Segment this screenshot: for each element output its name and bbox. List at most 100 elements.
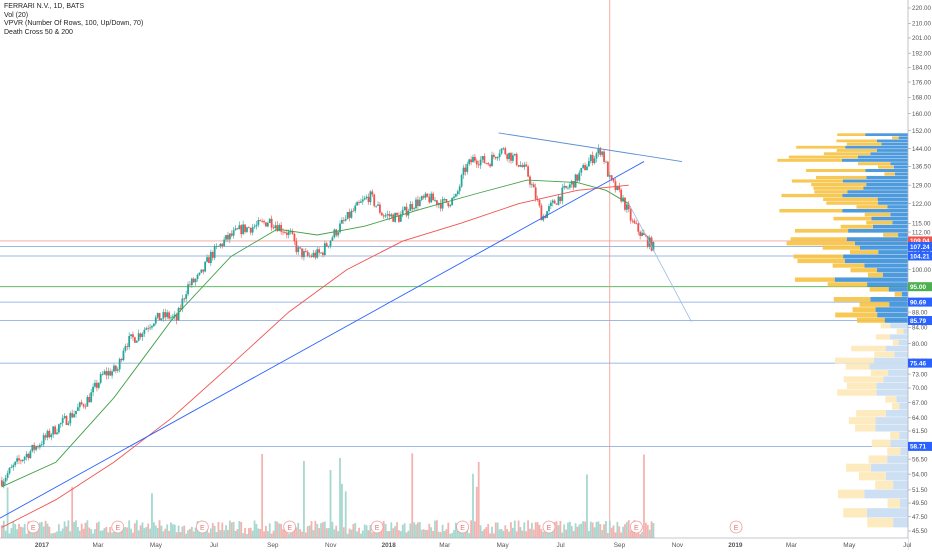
candle-body (417, 199, 419, 206)
earnings-marker[interactable] (729, 520, 743, 534)
candle-body (147, 328, 150, 330)
volume-bar (209, 528, 212, 538)
legend-death-cross[interactable]: Death Cross 50 & 200 (4, 28, 73, 36)
candle-body (166, 312, 169, 318)
legend-volume[interactable]: Vol (20) (4, 11, 29, 19)
earnings-marker[interactable] (111, 520, 125, 534)
volume-bar (265, 525, 267, 538)
volume-bar (253, 520, 256, 538)
volume-profile-down (865, 133, 908, 136)
volume-bar (477, 461, 480, 538)
volume-bar (38, 522, 41, 538)
candle-body (325, 243, 328, 247)
volume-profile-down (859, 245, 908, 250)
volume-profile-down (893, 480, 908, 490)
volume-bar (10, 528, 13, 538)
candle-body (4, 477, 7, 482)
volume-profile-up (849, 250, 879, 255)
legend-vpvr[interactable]: VPVR (Number Of Rows, 100, Up/Down, 70) (4, 20, 144, 27)
earnings-marker[interactable] (456, 520, 469, 534)
volume-profile-down (841, 158, 908, 162)
volume-bar (595, 521, 598, 538)
candle-body (177, 307, 180, 321)
candle-body (542, 216, 545, 221)
volume-profile-up (892, 136, 899, 140)
volume-profile-down (890, 323, 908, 329)
volume-bar (371, 532, 374, 538)
volume-profile-down (842, 193, 908, 198)
candle-body (135, 340, 138, 343)
candle-body (202, 269, 205, 272)
price-axis[interactable] (908, 0, 932, 550)
candle-body (206, 257, 208, 262)
candle-body (540, 205, 543, 221)
volume-bar (308, 525, 311, 538)
candle-body (629, 209, 632, 221)
volume-profile-up (794, 228, 849, 233)
volume-bar (187, 530, 189, 538)
volume-profile-up (868, 455, 888, 464)
volume-profile-down (876, 149, 908, 152)
time-tick-label: Sep (614, 542, 626, 549)
earnings-marker[interactable] (283, 520, 297, 534)
volume-profile-down (869, 363, 908, 370)
earnings-marker[interactable] (629, 520, 643, 534)
time-tick-label: Mar (93, 542, 105, 549)
candle-body (270, 218, 273, 228)
volume-bar (175, 532, 178, 538)
volume-profile-down (842, 209, 908, 213)
volume-bar (483, 528, 486, 538)
candle-body (348, 211, 351, 218)
ma-200-line (1, 184, 629, 528)
volume-profile-down (843, 254, 908, 259)
volume-bar (441, 524, 444, 538)
candle-body (527, 166, 529, 177)
candle-body (470, 159, 472, 163)
volume-bar (608, 520, 611, 538)
price-tick-label: 129.00 (912, 182, 931, 189)
candle-body (158, 312, 161, 321)
earnings-marker[interactable] (542, 520, 556, 534)
candle-body (37, 446, 39, 448)
volume-bar (120, 527, 123, 538)
candle-body (152, 323, 155, 326)
volume-bar (498, 529, 501, 538)
volume-bar (151, 493, 153, 538)
volume-bar (494, 522, 497, 538)
volume-profile-up (827, 282, 868, 287)
volume-bar (14, 524, 17, 538)
volume-bar (485, 527, 488, 538)
earnings-marker[interactable] (195, 520, 209, 534)
candle-body (390, 214, 393, 217)
candle-body (141, 333, 144, 337)
volume-profile-up (864, 212, 891, 217)
volume-profile-up (840, 224, 873, 229)
candle-body (532, 184, 535, 188)
earnings-marker[interactable] (370, 520, 384, 534)
candle-body (320, 252, 322, 254)
earnings-marker-label: E (200, 525, 205, 532)
candle-body (103, 371, 106, 375)
legend-symbol[interactable]: FERRARI N.V., 1D, BATS (4, 3, 85, 10)
candle-body (257, 220, 260, 225)
volume-bar (555, 521, 558, 538)
candle-body (361, 199, 364, 202)
volume-profile-down (870, 152, 908, 156)
volume-profile-up (867, 517, 894, 528)
price-label-tag (908, 358, 932, 368)
time-tick-label: Mar (786, 542, 798, 549)
volume-bar (124, 527, 127, 538)
candle-body (462, 167, 465, 176)
volume-bar (470, 520, 472, 538)
candle-body (447, 202, 450, 207)
earnings-marker[interactable] (26, 520, 40, 534)
time-axis[interactable] (0, 538, 908, 550)
candle-body (48, 430, 51, 438)
volume-profile-up (813, 186, 864, 190)
candle-body (208, 257, 210, 264)
volume-bar (133, 523, 136, 538)
volume-bar (521, 530, 524, 538)
volume-bar (261, 453, 264, 538)
